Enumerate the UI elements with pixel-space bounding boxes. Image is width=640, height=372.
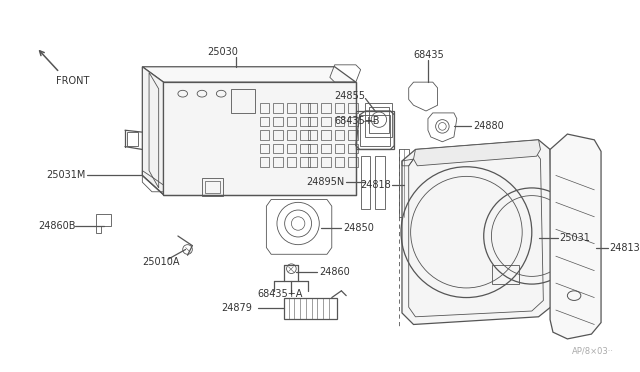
Bar: [335, 144, 344, 153]
Text: 25031: 25031: [560, 233, 591, 243]
Text: 68435+B: 68435+B: [335, 116, 380, 126]
Polygon shape: [402, 140, 553, 324]
Bar: [348, 144, 358, 153]
Text: 24813: 24813: [610, 243, 640, 253]
Bar: [287, 157, 296, 167]
Text: 25030: 25030: [207, 47, 237, 57]
Bar: [492, 265, 519, 284]
Bar: [348, 117, 358, 126]
Bar: [287, 144, 296, 153]
Text: 24895N: 24895N: [306, 177, 344, 187]
Bar: [287, 130, 296, 140]
Text: 25010A: 25010A: [142, 257, 180, 267]
Bar: [300, 103, 310, 113]
Text: 24879: 24879: [221, 303, 252, 313]
Bar: [308, 144, 317, 153]
Text: AP/8×03··: AP/8×03··: [572, 347, 614, 356]
Bar: [260, 117, 269, 126]
Text: 24880: 24880: [473, 121, 504, 131]
Bar: [273, 144, 283, 153]
Bar: [348, 130, 358, 140]
Text: 24855: 24855: [335, 91, 365, 100]
Polygon shape: [550, 134, 601, 339]
Bar: [335, 130, 344, 140]
Bar: [308, 117, 317, 126]
Text: FRONT: FRONT: [56, 76, 89, 86]
Bar: [287, 117, 296, 126]
Text: 24860: 24860: [319, 267, 350, 277]
Text: 68435: 68435: [413, 50, 444, 60]
Bar: [260, 130, 269, 140]
Bar: [300, 130, 310, 140]
Bar: [335, 117, 344, 126]
Bar: [127, 132, 138, 145]
Bar: [284, 298, 337, 319]
Bar: [273, 117, 283, 126]
Bar: [321, 130, 331, 140]
Text: 68435+A: 68435+A: [258, 289, 303, 299]
Text: 24860B: 24860B: [38, 221, 76, 231]
Bar: [308, 103, 317, 113]
Bar: [260, 103, 269, 113]
Bar: [231, 89, 255, 113]
Polygon shape: [163, 82, 356, 195]
Bar: [348, 103, 358, 113]
Polygon shape: [413, 140, 540, 166]
Polygon shape: [142, 67, 356, 82]
Bar: [308, 157, 317, 167]
Bar: [300, 157, 310, 167]
Bar: [335, 103, 344, 113]
Text: 24850: 24850: [343, 223, 374, 233]
Bar: [273, 103, 283, 113]
Bar: [321, 117, 331, 126]
Polygon shape: [142, 67, 163, 195]
Bar: [273, 130, 283, 140]
Bar: [260, 144, 269, 153]
Text: 25031M: 25031M: [46, 170, 86, 180]
Bar: [308, 130, 317, 140]
Bar: [273, 157, 283, 167]
Bar: [300, 144, 310, 153]
Bar: [321, 103, 331, 113]
Bar: [321, 144, 331, 153]
Bar: [287, 103, 296, 113]
Text: 24818: 24818: [360, 180, 392, 190]
Bar: [300, 117, 310, 126]
Bar: [348, 157, 358, 167]
Bar: [321, 157, 331, 167]
Bar: [260, 157, 269, 167]
Bar: [205, 181, 220, 193]
Bar: [335, 157, 344, 167]
Bar: [202, 178, 223, 196]
